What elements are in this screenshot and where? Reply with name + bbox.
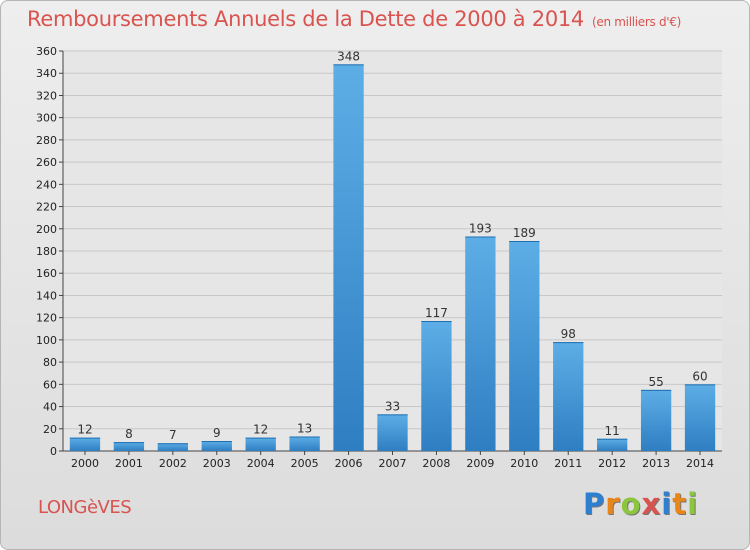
x-tick-label: 2011 [554, 457, 582, 470]
bar-data-label: 193 [469, 222, 492, 236]
bar [640, 389, 672, 451]
bar-data-label: 12 [253, 423, 268, 437]
bar [553, 342, 584, 451]
x-tick-label: 2001 [115, 457, 143, 470]
bar-data-label: 9 [213, 426, 221, 440]
logo-letter: r [605, 487, 621, 521]
y-tick-label: 300 [36, 112, 57, 125]
y-tick-label: 280 [36, 134, 57, 147]
bar [113, 442, 145, 451]
y-tick-label: 220 [36, 201, 57, 214]
x-tick-label: 2009 [466, 457, 494, 470]
bar-data-label: 8 [125, 427, 133, 441]
x-tick-label: 2005 [291, 457, 319, 470]
logo-letter: t [672, 487, 688, 521]
x-tick-label: 2006 [335, 457, 363, 470]
logo-letter: o [620, 487, 642, 521]
bar-data-label: 55 [648, 375, 663, 389]
bar-data-label: 117 [425, 306, 448, 320]
y-tick-label: 40 [43, 401, 57, 414]
x-tick-label: 2012 [598, 457, 626, 470]
proxiti-logo: Proxiti [583, 487, 698, 521]
y-tick-label: 160 [36, 267, 57, 280]
y-tick-label: 20 [43, 423, 57, 436]
bar [684, 384, 716, 451]
bar [465, 236, 496, 451]
bar [157, 443, 188, 451]
x-tick-label: 2004 [247, 457, 275, 470]
x-tick-label: 2013 [642, 457, 670, 470]
bar [289, 436, 320, 451]
x-tick-label: 2014 [686, 457, 714, 470]
bar [333, 64, 364, 452]
bar-data-label: 189 [513, 226, 536, 240]
logo-letter: i [687, 487, 699, 521]
bar [69, 437, 101, 451]
chart-title: Remboursements Annuels de la Dette de 20… [27, 7, 681, 31]
x-tick-label: 2010 [510, 457, 538, 470]
y-tick-label: 0 [50, 445, 57, 458]
chart-title-text: Remboursements Annuels de la Dette de 20… [27, 7, 584, 31]
y-tick-label: 360 [36, 45, 57, 58]
commune-name: LONGèVES [38, 497, 132, 518]
bar-data-label: 98 [561, 327, 576, 341]
bar-data-label: 12 [77, 423, 92, 437]
x-tick-label: 2002 [159, 457, 187, 470]
y-tick-label: 100 [36, 334, 57, 347]
y-tick-label: 80 [43, 356, 57, 369]
logo-letter: i [661, 487, 673, 521]
y-tick-label: 180 [36, 245, 57, 258]
logo-letter: P [583, 487, 606, 521]
x-tick-label: 2008 [422, 457, 450, 470]
bar [421, 321, 452, 451]
y-tick-label: 260 [36, 156, 57, 169]
bar-data-label: 33 [385, 399, 400, 413]
x-tick-label: 2000 [71, 457, 99, 470]
logo-letter: x [641, 487, 662, 521]
y-tick-label: 240 [36, 178, 57, 191]
x-tick-label: 2007 [379, 457, 407, 470]
y-tick-label: 320 [36, 89, 57, 102]
bar [509, 241, 540, 451]
bar-data-label: 60 [692, 369, 707, 383]
y-tick-label: 200 [36, 223, 57, 236]
bar-data-label: 13 [297, 422, 312, 436]
y-tick-label: 120 [36, 312, 57, 325]
y-tick-label: 60 [43, 378, 57, 391]
y-tick-label: 340 [36, 67, 57, 80]
x-tick-label: 2003 [203, 457, 231, 470]
bar [245, 437, 276, 451]
y-tick-label: 140 [36, 289, 57, 302]
bar [201, 441, 232, 451]
bar-data-label: 348 [337, 49, 360, 63]
bar [377, 414, 408, 451]
bar [597, 438, 628, 451]
bar-data-label: 11 [605, 424, 620, 438]
chart-subtitle: (en milliers d'€) [592, 15, 682, 29]
bar-data-label: 7 [169, 428, 177, 442]
